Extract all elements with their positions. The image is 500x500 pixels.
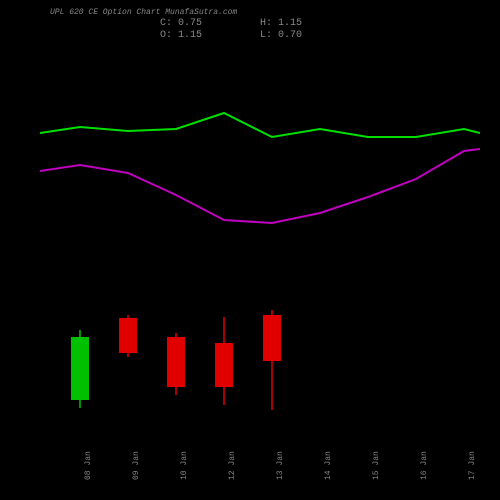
ohlc-open: O: 1.15 [160,30,202,41]
x-axis-label: 14 Jan [324,451,333,480]
candle-body [167,337,185,387]
ohlc-high-value: 1.15 [278,18,302,29]
lower-band-line [40,149,480,223]
candle-body [119,318,137,353]
x-axis-label: 09 Jan [132,451,141,480]
ohlc-low: L: 0.70 [260,30,302,41]
candle-body [215,343,233,387]
x-axis-label: 16 Jan [420,451,429,480]
x-axis-label: 08 Jan [84,451,93,480]
x-axis-label: 10 Jan [180,451,189,480]
candle-body [71,337,89,400]
x-axis-label: 13 Jan [276,451,285,480]
x-axis-label: 17 Jan [468,451,477,480]
x-axis-labels: 08 Jan 09 Jan 10 Jan 12 Jan 13 Jan 14 Jan 15 J… [40,445,480,495]
ohlc-high: H: 1.15 [260,18,302,29]
ohlc-open-value: 1.15 [178,30,202,41]
chart-title: UPL 620 CE Option Chart MunafaSutra.com [50,8,237,17]
x-axis-label: 12 Jan [228,451,237,480]
ohlc-low-value: 0.70 [278,30,302,41]
chart-area [40,55,480,435]
chart-svg [40,55,480,435]
candle-body [263,315,281,361]
ohlc-close: C: 0.75 [160,18,202,29]
x-axis-label: 15 Jan [372,451,381,480]
upper-band-line [40,113,480,137]
ohlc-close-value: 0.75 [178,18,202,29]
